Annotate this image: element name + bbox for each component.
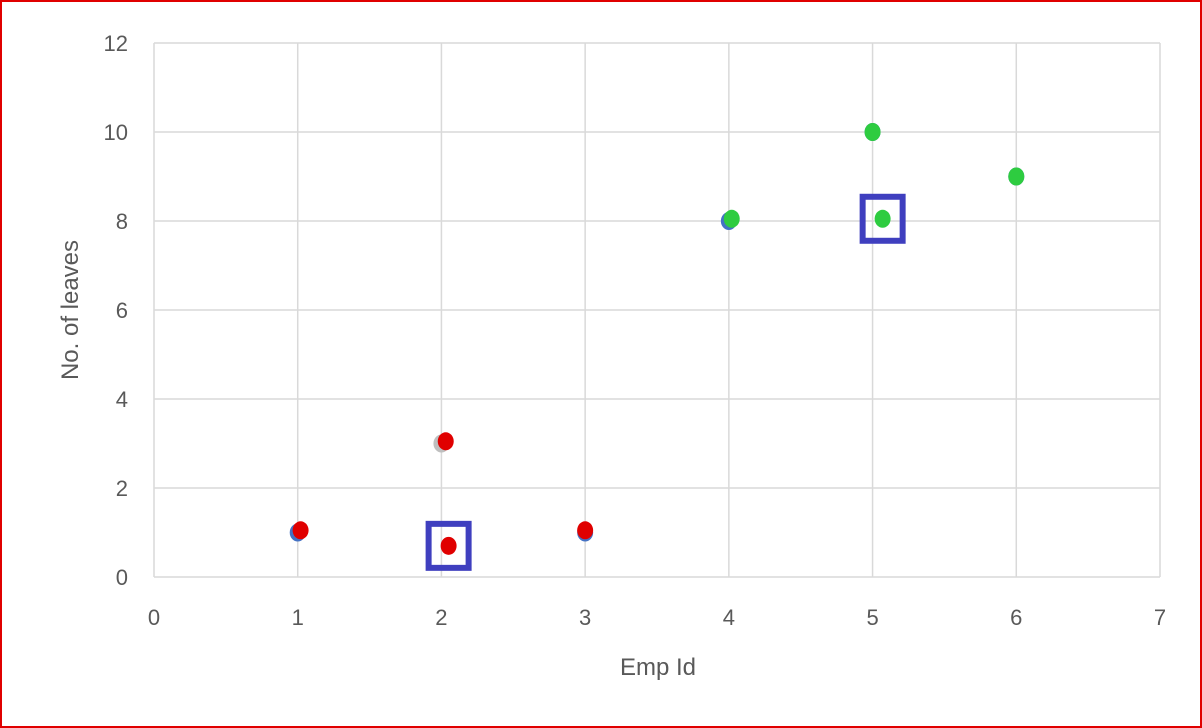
x-tick-label: 2 xyxy=(435,605,447,630)
data-point xyxy=(577,521,594,540)
y-tick-label: 10 xyxy=(104,120,128,145)
highlight-box xyxy=(859,193,906,244)
x-tick-label: 4 xyxy=(723,605,735,630)
y-tick-label: 12 xyxy=(104,31,128,56)
x-axis-title: Emp Id xyxy=(620,654,696,681)
y-tick-label: 6 xyxy=(116,298,128,323)
data-point xyxy=(864,123,881,141)
x-tick-label: 3 xyxy=(579,605,591,630)
data-point xyxy=(440,536,457,555)
data-point xyxy=(723,209,740,228)
x-tick-label: 7 xyxy=(1154,605,1166,630)
x-tick-label: 0 xyxy=(148,605,160,630)
data-point xyxy=(292,521,309,540)
data-points xyxy=(289,123,1025,555)
highlight-boxes xyxy=(425,193,906,571)
x-tick-label: 6 xyxy=(1010,605,1022,630)
highlight-box xyxy=(425,520,472,571)
y-tick-label: 0 xyxy=(116,565,128,590)
y-axis-title: No. of leaves xyxy=(57,240,84,380)
grid-lines xyxy=(153,42,1161,578)
data-point xyxy=(437,432,454,451)
y-tick-label: 4 xyxy=(116,387,128,412)
x-tick-label: 1 xyxy=(292,605,304,630)
y-tick-label: 2 xyxy=(116,476,128,501)
data-point xyxy=(874,209,891,228)
data-point xyxy=(1008,167,1025,186)
y-tick-label: 8 xyxy=(116,209,128,234)
x-tick-label: 5 xyxy=(866,605,878,630)
y-tick-labels: 0 2 4 6 8 10 12 xyxy=(104,31,128,590)
x-tick-labels: 0 1 2 3 4 5 6 7 xyxy=(148,605,1166,630)
